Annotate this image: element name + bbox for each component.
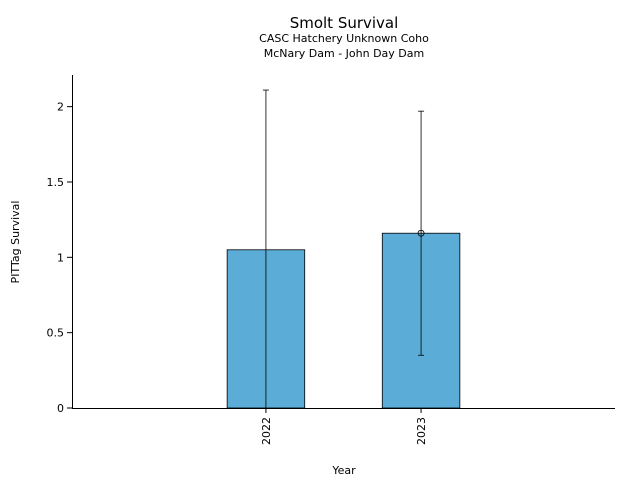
x-tick-label-2022: 2022 bbox=[260, 417, 273, 445]
chart-subtitle-line-1: CASC Hatchery Unknown Coho bbox=[259, 32, 429, 45]
error-bars bbox=[262, 89, 425, 408]
bars bbox=[226, 232, 461, 409]
y-tick-label: 0.5 bbox=[47, 327, 65, 340]
x-ticks: 2022 2023 bbox=[260, 408, 428, 445]
x-tick-label-2023: 2023 bbox=[415, 417, 428, 445]
x-axis-label: Year bbox=[331, 464, 356, 477]
y-tick-label: 0 bbox=[57, 402, 64, 415]
chart-title: Smolt Survival bbox=[290, 14, 399, 32]
y-axis-label: PITTag Survival bbox=[9, 201, 22, 284]
estimate-marker-2023 bbox=[417, 229, 425, 237]
y-tick-label: 1 bbox=[57, 251, 64, 264]
y-tick-label: 1.5 bbox=[47, 176, 65, 189]
y-tick-label: 2 bbox=[57, 101, 64, 114]
y-ticks: 0 0.5 1 1.5 2 bbox=[47, 101, 72, 415]
chart-subtitle-line-2: McNary Dam - John Day Dam bbox=[264, 47, 424, 60]
